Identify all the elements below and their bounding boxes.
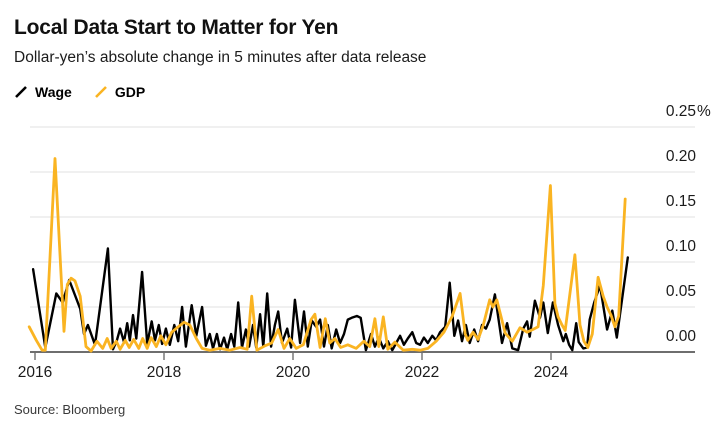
x-axis: 2016 2018 2020 2022 2024 bbox=[18, 353, 569, 381]
legend-item-gdp: GDP bbox=[94, 84, 145, 100]
svg-text:%: % bbox=[697, 103, 711, 120]
svg-text:0.00: 0.00 bbox=[666, 328, 697, 345]
chart-subtitle: Dollar-yen’s absolute change in 5 minute… bbox=[14, 49, 427, 66]
source-note: Source: Bloomberg bbox=[14, 402, 126, 417]
legend: Wage GDP bbox=[14, 84, 145, 100]
svg-text:2020: 2020 bbox=[276, 364, 311, 381]
svg-text:2024: 2024 bbox=[534, 364, 569, 381]
gdp-slash-icon bbox=[94, 86, 107, 98]
wage-slash-icon bbox=[15, 86, 27, 98]
data-lines bbox=[27, 157, 629, 353]
svg-text:0.20: 0.20 bbox=[666, 148, 697, 165]
svg-text:2022: 2022 bbox=[405, 364, 439, 381]
svg-text:2018: 2018 bbox=[147, 364, 181, 381]
gridlines bbox=[30, 126, 695, 353]
svg-text:2016: 2016 bbox=[18, 364, 52, 381]
svg-text:0.25: 0.25 bbox=[666, 103, 696, 120]
page-title: Local Data Start to Matter for Yen bbox=[14, 16, 339, 39]
legend-label-wage: Wage bbox=[35, 84, 72, 100]
chart-header: Local Data Start to Matter for Yen Dolla… bbox=[14, 16, 694, 67]
svg-text:0.05: 0.05 bbox=[666, 283, 696, 300]
svg-text:0.15: 0.15 bbox=[666, 193, 696, 210]
svg-text:0.10: 0.10 bbox=[666, 238, 697, 255]
legend-label-gdp: GDP bbox=[114, 84, 146, 100]
legend-item-wage: Wage bbox=[14, 84, 72, 100]
y-axis-labels: 0.00 0.05 0.10 0.15 0.20 0.25% bbox=[666, 103, 711, 345]
